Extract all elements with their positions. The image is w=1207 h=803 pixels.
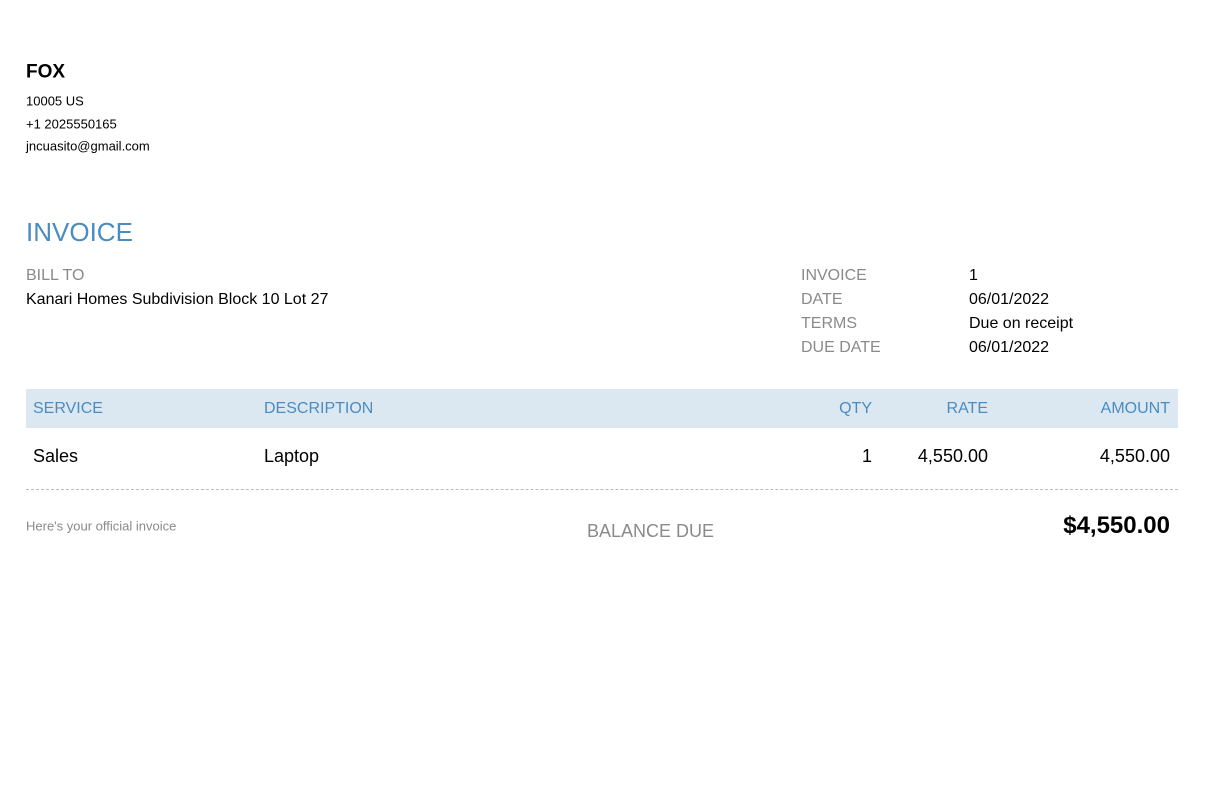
divider	[26, 489, 1178, 490]
company-name: FOX	[26, 61, 66, 83]
bill-to-label: BILL TO	[26, 267, 85, 284]
company-email: jncuasito@gmail.com	[26, 138, 150, 154]
table-cell: 4,550.00	[1099, 446, 1170, 466]
detail-value: Due on receipt	[969, 315, 1074, 332]
table-header-bar	[26, 389, 1178, 428]
balance-label: BALANCE DUE	[587, 521, 715, 541]
table-cell: 1	[861, 446, 872, 466]
detail-label: TERMS	[801, 315, 857, 332]
detail-value: 06/01/2022	[969, 339, 1050, 356]
table-cell: Laptop	[264, 446, 320, 466]
detail-label: INVOICE	[801, 267, 867, 284]
detail-value: 1	[969, 267, 978, 284]
company-address: 10005 US	[26, 93, 84, 109]
table-cell: Sales	[33, 446, 79, 466]
column-header: AMOUNT	[1100, 400, 1170, 417]
detail-value: 06/01/2022	[969, 291, 1050, 308]
detail-label: DATE	[801, 291, 843, 308]
company-phone: +1 2025550165	[26, 116, 117, 132]
column-header: RATE	[946, 400, 988, 417]
column-header: QTY	[839, 400, 872, 417]
detail-label: DUE DATE	[801, 339, 881, 356]
table-cell: 4,550.00	[917, 446, 988, 466]
column-header: SERVICE	[33, 400, 103, 417]
invoice-title: INVOICE	[26, 217, 133, 247]
column-header: DESCRIPTION	[264, 400, 374, 417]
bill-to-address: Kanari Homes Subdivision Block 10 Lot 27	[26, 291, 329, 308]
footer-note: Here's your official invoice	[26, 518, 177, 534]
balance-amount: $4,550.00	[1063, 512, 1170, 539]
